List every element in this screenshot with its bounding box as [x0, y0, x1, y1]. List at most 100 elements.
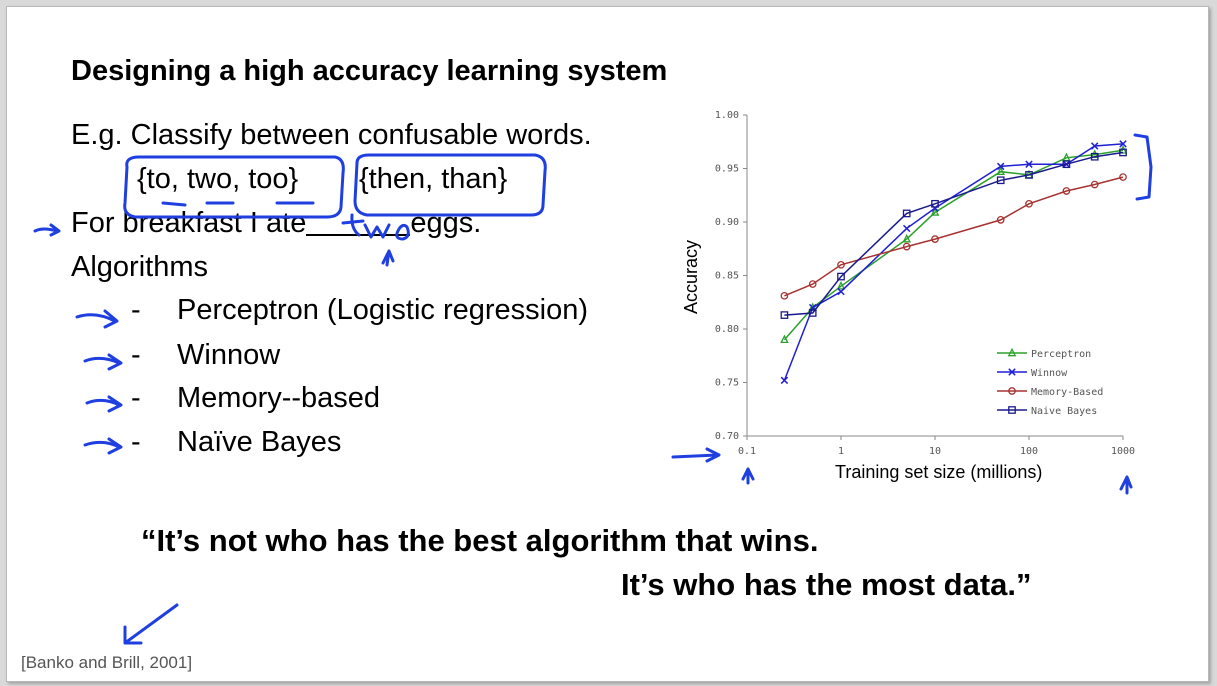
box-around-to-two-too	[123, 155, 345, 219]
arrow-perceptron	[75, 309, 119, 329]
data-point	[1025, 160, 1033, 168]
slide: Designing a high accuracy learning syste…	[6, 6, 1209, 682]
y-tick-label: 1.00	[715, 110, 739, 121]
caret-up-at-1000	[1119, 475, 1133, 495]
algorithm-dash: -	[131, 382, 141, 414]
data-point	[1090, 180, 1099, 189]
data-point	[1119, 148, 1127, 157]
data-point	[780, 291, 789, 300]
legend-label: Naive Bayes	[1031, 406, 1097, 417]
caret-up-under-blank	[381, 249, 395, 267]
data-point	[996, 216, 1005, 224]
arrow-winnow	[83, 353, 123, 371]
data-point	[1008, 368, 1016, 376]
data-point	[1025, 171, 1033, 179]
algorithm-perceptron: Perceptron (Logistic regression)	[177, 294, 589, 326]
legend-entry: Memory-Based	[997, 387, 1103, 398]
y-tick-label: 0.95	[715, 164, 739, 175]
algorithm-winnow: Winnow	[177, 339, 281, 371]
arrow-naive-bayes	[83, 437, 123, 455]
x-tick-label: 1	[838, 446, 844, 457]
data-point	[996, 166, 1005, 176]
data-point	[780, 334, 789, 344]
data-point	[837, 260, 845, 269]
y-tick-label: 0.80	[715, 324, 739, 335]
data-point	[1007, 347, 1017, 357]
legend-label: Perceptron	[1031, 349, 1091, 360]
citation: [Banko and Brill, 2001]	[21, 653, 193, 672]
x-axis-label: Training set size (millions)	[835, 462, 1042, 482]
bracket-right-of-chart	[1133, 133, 1153, 201]
y-tick-label: 0.90	[715, 217, 739, 228]
legend-entry: Naive Bayes	[997, 406, 1097, 417]
arrow-sentence	[33, 223, 61, 237]
data-point	[780, 376, 789, 385]
algorithm-dash: -	[131, 339, 141, 371]
data-point	[1008, 387, 1016, 395]
y-tick-label: 0.75	[715, 378, 739, 389]
box-around-then-than	[353, 153, 547, 217]
word-set-then-than: {then, than}	[359, 163, 508, 195]
data-point	[902, 242, 911, 251]
arrow-to-citation	[123, 603, 179, 645]
y-axis-label: Accuracy	[681, 240, 701, 314]
chart-axes: 0.70 0.75 0.80 0.85 0.90 0.95 1.00 0.1 1 10 100 100…	[715, 110, 1135, 457]
series-winnow	[780, 140, 1127, 385]
example-sentence: For breakfast I ate eggs.	[71, 207, 481, 240]
data-point	[996, 176, 1005, 185]
series-line	[784, 151, 1124, 316]
handwritten-two	[341, 213, 410, 241]
x-tick-label: 0.1	[738, 446, 756, 457]
algorithm-dash: -	[131, 426, 141, 458]
sentence-end: eggs.	[410, 207, 482, 239]
algorithm-dash: -	[131, 294, 141, 326]
data-point	[931, 199, 939, 208]
series-naive-bayes	[780, 148, 1127, 319]
legend-entry: Perceptron	[997, 347, 1091, 360]
data-point	[930, 207, 940, 216]
data-point	[931, 235, 939, 243]
quote-line-1: “It’s not who has the best algorithm tha…	[141, 523, 819, 558]
data-point	[1008, 406, 1016, 414]
data-point	[808, 280, 817, 288]
y-tick-label: 0.70	[715, 431, 739, 442]
slide-title: Designing a high accuracy learning syste…	[71, 55, 668, 87]
data-point	[1119, 173, 1127, 181]
data-point	[902, 224, 911, 233]
quote-line-2: It’s who has the most data.”	[621, 567, 1032, 602]
x-tick-label: 1000	[1111, 446, 1135, 457]
y-tick-label: 0.85	[715, 271, 739, 282]
data-point	[1090, 152, 1099, 161]
arrow-memory-based	[85, 395, 123, 413]
data-point	[1062, 187, 1071, 195]
legend-label: Memory-Based	[1031, 387, 1103, 398]
data-point	[1062, 160, 1071, 169]
data-point	[1119, 140, 1127, 148]
arrow-to-xaxis-origin	[671, 447, 721, 463]
underline-to	[161, 201, 187, 207]
data-point	[902, 209, 911, 218]
chart-series	[780, 140, 1128, 385]
algorithm-naive-bayes: Naïve Bayes	[177, 426, 342, 458]
chart-legend: Perceptron Winnow Memory-Based Naive Bayes	[997, 347, 1103, 417]
data-point	[902, 233, 911, 243]
data-point	[780, 311, 789, 319]
sentence-start: For breakfast I ate	[71, 207, 307, 239]
series-memory-based	[780, 173, 1127, 300]
algorithm-memory-based: Memory--based	[177, 382, 381, 414]
caret-up-at-0-1	[741, 467, 755, 485]
accuracy-chart: 0.70 0.75 0.80 0.85 0.90 0.95 1.00 0.1 1 10 100 100…	[681, 110, 1135, 482]
data-point	[931, 204, 939, 212]
data-point	[808, 309, 817, 317]
data-point	[836, 281, 846, 290]
data-point	[837, 272, 845, 281]
x-tick-label: 10	[929, 446, 941, 457]
algorithms-heading: Algorithms	[71, 251, 208, 283]
example-line: E.g. Classify between confusable words.	[71, 119, 592, 151]
legend-entry: Winnow	[997, 368, 1068, 379]
x-tick-label: 100	[1020, 446, 1038, 457]
data-point	[837, 287, 845, 296]
data-point	[1090, 142, 1099, 150]
word-set-to-two-too: {to, two, too}	[137, 163, 299, 195]
handwritten-annotations	[33, 133, 1153, 645]
